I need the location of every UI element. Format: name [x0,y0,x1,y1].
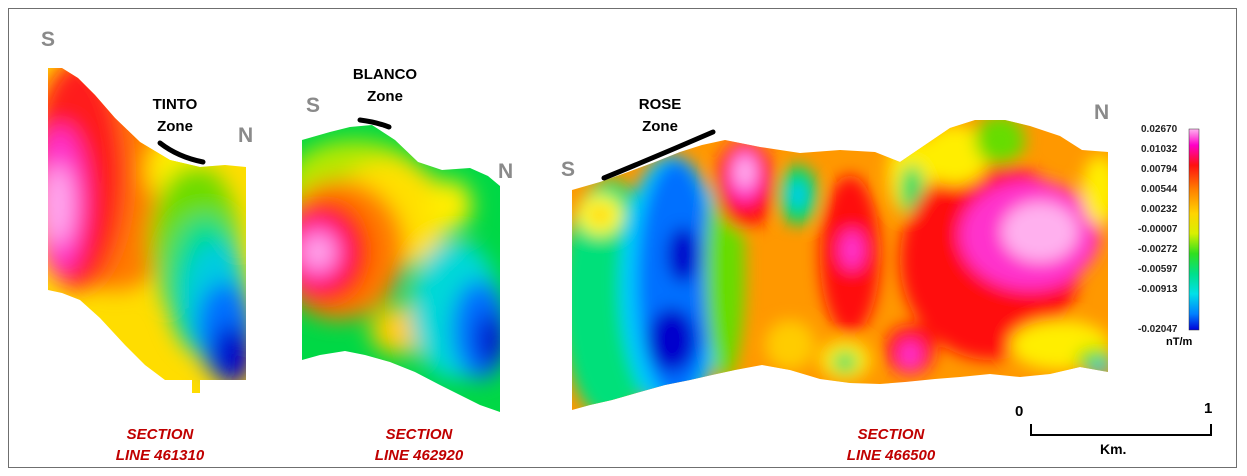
colorbar-ramp [1188,128,1200,331]
colorbar-unit: nT/m [1166,336,1193,348]
section-label-461310: SECTION LINE 461310 [95,424,225,466]
direction-s-2: S [306,94,321,117]
colorbar-tick: 0.02670 [1141,124,1178,135]
section-label-466500: SECTION LINE 466500 [826,424,956,466]
zone-suffix: Zone [367,88,403,105]
direction-n-1: N [238,124,254,147]
colorbar-tick: -0.02047 [1138,324,1178,335]
colorbar-tick: -0.00272 [1138,244,1178,255]
direction-n-2: N [498,160,514,183]
colorbar-tick: 0.00794 [1141,164,1178,175]
direction-n-3: N [1094,101,1110,124]
rose-zone-arc [601,129,716,181]
scale-end: 1 [1204,400,1213,417]
zone-name: BLANCO [352,66,418,83]
scale-start: 0 [1015,403,1024,420]
zone-label-rose: ROSE Zone [625,94,695,138]
blanco-zone-arc [357,117,392,130]
colorbar-tick: -0.00007 [1138,224,1178,235]
zone-label-blanco: BLANCO Zone [345,64,425,108]
zone-name: ROSE [638,96,682,113]
section-map-462920 [302,125,500,412]
direction-s-1: S [41,28,56,51]
zone-name: TINTO [152,96,198,113]
colorbar-tick: -0.00913 [1138,284,1178,295]
zone-label-tinto: TINTO Zone [140,94,210,138]
section-label-462920: SECTION LINE 462920 [354,424,484,466]
colorbar-tick: -0.00597 [1138,264,1178,275]
direction-s-3: S [561,158,576,181]
section-line: LINE 462920 [374,447,464,464]
section-line: LINE 466500 [846,447,936,464]
scale-bar [1030,424,1212,436]
colorbar-tick: 0.01032 [1141,144,1178,155]
zone-suffix: Zone [642,118,678,135]
section-line: LINE 461310 [115,447,205,464]
section-prefix: SECTION [126,426,194,443]
colorbar-tick: 0.00544 [1141,184,1178,195]
colorbar-tick: 0.00232 [1141,204,1178,215]
zone-suffix: Zone [157,118,193,135]
section-map-466500 [572,120,1108,410]
colorbar [1188,128,1200,331]
scale-unit: Km. [1100,441,1127,457]
tinto-zone-arc [157,140,206,165]
section-prefix: SECTION [857,426,925,443]
section-prefix: SECTION [385,426,453,443]
